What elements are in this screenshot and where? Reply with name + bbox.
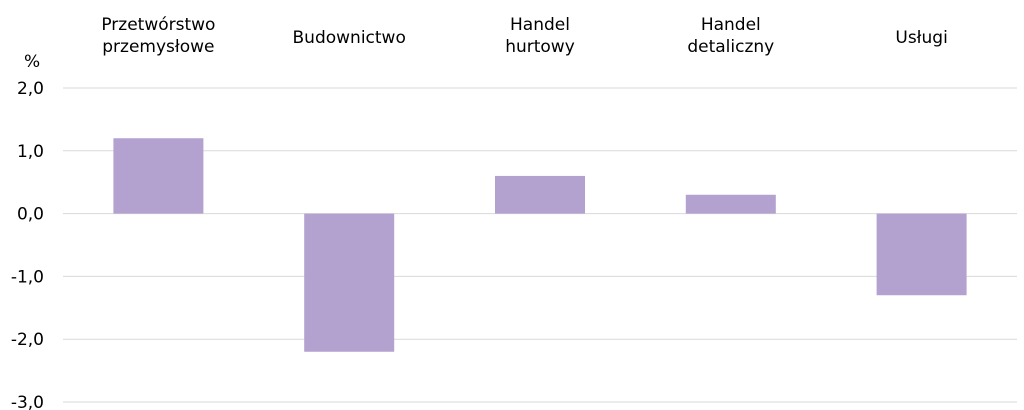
category-label: Handel hurtowy bbox=[505, 15, 575, 57]
gridlines bbox=[63, 87, 1017, 403]
bar bbox=[876, 213, 967, 296]
bar bbox=[685, 194, 776, 214]
y-tick-label: 1,0 bbox=[17, 142, 44, 162]
y-tick-label: -3,0 bbox=[11, 393, 44, 410]
bar bbox=[113, 138, 204, 214]
category-label: Budownictwo bbox=[293, 28, 406, 48]
category-labels: Przetwórstwo przemysłowe Budownictwo Handel… bbox=[101, 15, 947, 57]
bar bbox=[495, 175, 585, 214]
y-axis-unit-label: % bbox=[24, 52, 40, 72]
category-label: Handel detaliczny bbox=[687, 15, 774, 57]
y-tick-label: 2,0 bbox=[17, 79, 44, 99]
bars bbox=[113, 138, 967, 352]
bar bbox=[304, 213, 395, 352]
y-tick-label: 0,0 bbox=[17, 205, 44, 225]
y-tick-label: -2,0 bbox=[11, 330, 44, 350]
category-label: Usługi bbox=[895, 28, 947, 48]
category-label: Przetwórstwo przemysłowe bbox=[101, 15, 215, 57]
y-axis-tick-labels: 2,0 1,0 0,0 -1,0 -2,0 -3,0 bbox=[11, 79, 44, 410]
y-tick-label: -1,0 bbox=[11, 267, 44, 287]
